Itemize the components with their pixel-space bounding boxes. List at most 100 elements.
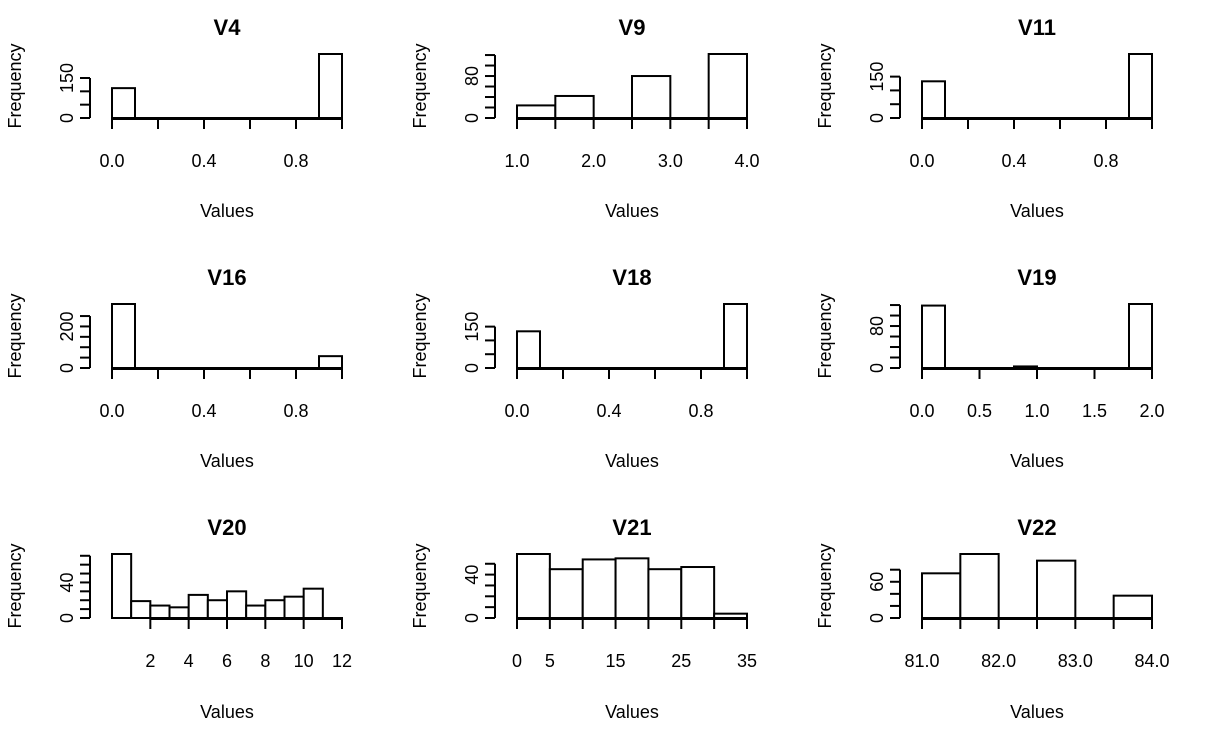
x-tick-label: 83.0	[1058, 651, 1093, 671]
x-tick-label: 8	[260, 651, 270, 671]
y-axis-label: Frequency	[410, 543, 430, 628]
y-tick-label: 150	[867, 62, 887, 92]
chart-title: V22	[1017, 515, 1056, 540]
x-tick-label: 2	[145, 651, 155, 671]
histogram-bar	[680, 566, 716, 620]
histogram-bar	[245, 604, 267, 619]
histogram-bar	[548, 568, 584, 620]
histogram-panel: V18 0.0 0.4 0.8 0 150 Values Frequency	[410, 265, 748, 471]
x-tick-label: 0.4	[191, 401, 216, 421]
x-tick-label: 5	[545, 651, 555, 671]
histogram-bar	[581, 558, 617, 619]
x-tick-label: 15	[606, 651, 626, 671]
x-tick-label: 0.8	[283, 401, 308, 421]
x-tick-label: 2.0	[581, 151, 606, 171]
y-axis-label: Frequency	[410, 293, 430, 378]
chart-title: V16	[207, 265, 246, 290]
x-axis-label: Values	[1010, 201, 1064, 221]
histogram-bar	[723, 303, 748, 369]
histogram-panel: V19 0.0 0.5 1.0 1.5 2.0 0 80 Values Frequency	[815, 265, 1165, 471]
histogram-panel: V9 1.0 2.0 3.0 4.0 0 80 Values Frequency	[410, 15, 760, 221]
x-tick-label: 1.0	[1024, 401, 1049, 421]
x-tick-label: 81.0	[904, 651, 939, 671]
chart-title: V11	[1018, 15, 1056, 40]
chart-title: V20	[207, 515, 246, 540]
y-axis-label: Frequency	[815, 43, 835, 128]
histogram-panel: V11 0.0 0.4 0.8 0 150 Values Frequency	[815, 15, 1153, 221]
histogram-bar	[614, 557, 650, 620]
x-tick-label: 0.0	[99, 401, 124, 421]
y-tick-label: 0	[462, 613, 482, 623]
y-axis-label: Frequency	[410, 43, 430, 128]
x-tick-label: 0.5	[967, 401, 992, 421]
chart-title: V18	[612, 265, 651, 290]
histogram-bar	[516, 104, 557, 119]
x-tick-label: 35	[737, 651, 757, 671]
x-tick-label: 1.0	[504, 151, 529, 171]
y-tick-label: 60	[867, 572, 887, 592]
histogram-bar	[554, 94, 595, 120]
x-tick-label: 82.0	[981, 651, 1016, 671]
histogram-bar	[647, 568, 683, 620]
histogram-panel: V16 0.0 0.4 0.8 0 200 Values Frequency	[5, 265, 343, 471]
x-tick-label: 1.5	[1082, 401, 1107, 421]
y-axis-label: Frequency	[5, 293, 25, 378]
y-tick-label: 150	[57, 63, 77, 93]
histogram-bar	[187, 593, 209, 620]
x-tick-label: 0	[512, 651, 522, 671]
histogram-bar	[959, 553, 1000, 619]
histogram-bar	[1036, 559, 1077, 619]
x-tick-label: 3.0	[658, 151, 683, 171]
y-tick-label: 40	[462, 565, 482, 585]
y-tick-label: 0	[867, 113, 887, 123]
histogram-bar	[206, 599, 228, 620]
x-tick-label: 25	[671, 651, 691, 671]
histogram-bar	[318, 355, 343, 370]
histogram-panel: V20 2 4 6 8 10 12 0 40 Values Frequency	[5, 515, 352, 722]
x-tick-label: 4.0	[734, 151, 759, 171]
histogram-bar	[130, 600, 152, 619]
x-tick-label: 0.8	[1093, 151, 1118, 171]
x-tick-label: 0.0	[504, 401, 529, 421]
histogram-panel: V21 0 5 15 25 35 0 40 Values Frequency	[410, 515, 757, 722]
histogram-bar	[264, 599, 286, 620]
x-axis-label: Values	[200, 451, 254, 471]
y-tick-label: 0	[57, 113, 77, 123]
x-axis-label: Values	[200, 201, 254, 221]
histogram-bar	[516, 553, 551, 619]
x-axis-label: Values	[605, 702, 659, 722]
x-tick-label: 0.8	[283, 151, 308, 171]
x-tick-label: 0.0	[909, 401, 934, 421]
x-tick-label: 10	[294, 651, 314, 671]
histogram-bar	[1013, 365, 1038, 370]
histogram-panel: V4 0.0 0.4 0.8 0 150 Values Frequency	[5, 15, 343, 221]
x-tick-label: 0.4	[191, 151, 216, 171]
histogram-bar	[1128, 303, 1153, 369]
y-axis-label: Frequency	[5, 543, 25, 628]
chart-title: V9	[619, 15, 646, 40]
histogram-bar	[707, 53, 749, 119]
histogram-bar	[111, 87, 136, 119]
x-tick-label: 84.0	[1134, 651, 1169, 671]
y-axis-label: Frequency	[5, 43, 25, 128]
y-tick-label: 150	[462, 312, 482, 342]
histogram-bar	[111, 303, 136, 369]
x-axis-label: Values	[200, 702, 254, 722]
y-tick-label: 0	[867, 363, 887, 373]
chart-title: V19	[1017, 265, 1056, 290]
x-tick-label: 0.8	[688, 401, 713, 421]
chart-title: V4	[214, 15, 242, 40]
histogram-bar	[149, 604, 171, 619]
histogram-bar	[631, 75, 672, 119]
y-axis-label: Frequency	[815, 293, 835, 378]
x-axis-label: Values	[1010, 451, 1064, 471]
x-tick-label: 0.0	[99, 151, 124, 171]
histogram-bar	[1112, 594, 1153, 620]
histogram-bar	[111, 553, 133, 619]
x-tick-label: 2.0	[1139, 401, 1164, 421]
y-tick-label: 0	[867, 613, 887, 623]
y-tick-label: 0	[462, 113, 482, 123]
x-axis-label: Values	[1010, 702, 1064, 722]
x-axis-label: Values	[605, 451, 659, 471]
